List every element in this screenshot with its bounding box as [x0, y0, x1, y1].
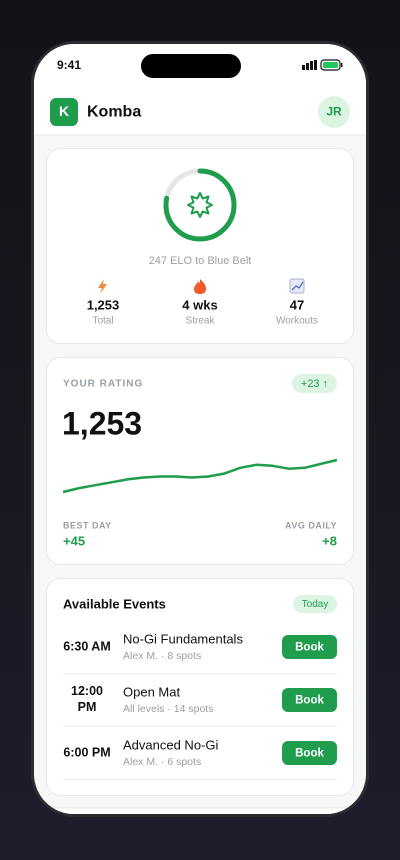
progress-ring [163, 168, 237, 242]
event-time: 6:00 PM [63, 745, 110, 759]
status-icons [302, 59, 343, 71]
card [46, 357, 354, 565]
event-name: Advanced No-Gi [123, 737, 218, 752]
rating-label: YOUR RATING [63, 379, 143, 390]
best-day-value: +45 [63, 533, 85, 548]
event-time: 6:30 AM [63, 639, 110, 653]
stat-value: 47 [290, 297, 304, 312]
status-time: 9:41 [57, 58, 81, 72]
book-label[interactable]: Book [295, 748, 324, 760]
event-detail: Alex M. · 6 spots [123, 756, 201, 768]
trend-line [62, 458, 338, 494]
card [45, 807, 355, 814]
app-title: Komba [87, 104, 141, 121]
ring-caption: 247 ELO to Blue Belt [149, 255, 252, 267]
avatar[interactable] [318, 96, 350, 128]
book-button[interactable] [282, 688, 337, 712]
event-time-line: PM [78, 700, 97, 714]
stat-label: Total [92, 316, 113, 327]
rating-value: 1,253 [62, 405, 142, 441]
avg-daily-label: AVG DAILY [285, 520, 337, 530]
icon-chart [289, 278, 305, 294]
event-detail: Alex M. · 8 spots [123, 650, 201, 662]
avatar-initials[interactable]: JR [326, 105, 342, 119]
event-name: No-Gi Fundamentals [123, 631, 243, 646]
book-label[interactable]: Book [295, 642, 324, 654]
stat-label: Workouts [276, 316, 318, 327]
events-title: Available Events [63, 596, 166, 611]
event-name: Open Mat [123, 684, 180, 699]
book-button[interactable] [282, 741, 337, 765]
dynamic-island [141, 54, 241, 78]
icon-bolt [98, 279, 107, 294]
stat-value: 4 wks [182, 297, 217, 312]
stat-label: Streak [186, 316, 216, 327]
book-label[interactable]: Book [295, 695, 324, 707]
book-button[interactable] [282, 635, 337, 659]
icon-flame [194, 279, 206, 294]
logo [50, 98, 78, 126]
event-time-line: 12:00 [71, 684, 103, 698]
event-time: 12:00 PM [71, 684, 103, 714]
avg-daily-value: +8 [322, 533, 337, 548]
stat-value: 1,253 [87, 297, 120, 312]
card [46, 148, 354, 344]
best-day-label: BEST DAY [63, 520, 112, 530]
change-badge [292, 374, 337, 393]
today-badge [293, 595, 337, 613]
logo-letter: K [59, 103, 69, 119]
today-text: Today [302, 599, 329, 610]
change-text: +23 ↑ [301, 378, 328, 390]
belt-icon [187, 192, 213, 218]
card [46, 578, 354, 796]
event-detail: All levels · 14 spots [123, 703, 213, 715]
